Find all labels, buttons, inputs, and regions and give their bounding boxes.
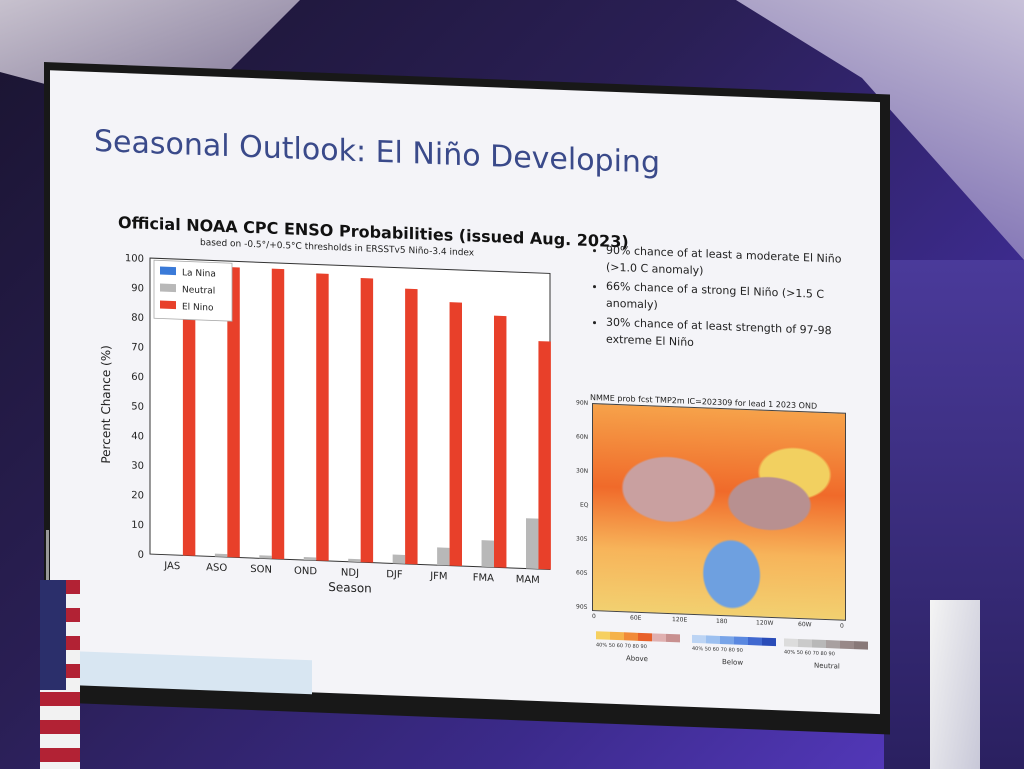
agency-flag: [930, 600, 980, 769]
map-lon-label: 60W: [798, 620, 812, 629]
map-lat-label: EQ: [580, 501, 589, 509]
presentation-slide: Seasonal Outlook: El Niño Developing Off…: [50, 70, 880, 715]
map-legend-swatch: [610, 631, 624, 641]
map-lat-label: 90S: [576, 603, 588, 611]
map-lat-label: 60S: [576, 569, 588, 577]
map-legend-swatch: [638, 632, 652, 642]
map-legend-colorbar: [596, 631, 680, 643]
y-tick-label: 30: [131, 461, 144, 472]
bar-neutral: [437, 547, 450, 566]
map-legend-ticks: 40% 50 60 70 80 90: [596, 642, 647, 651]
map-legend-swatch: [784, 638, 798, 647]
x-tick-label: NDJ: [341, 567, 359, 579]
map-lat-label: 60N: [576, 433, 589, 441]
y-tick-label: 20: [131, 490, 144, 501]
map-legend-ticks: 40% 50 60 70 80 90: [784, 649, 835, 658]
bar-neutral: [348, 558, 361, 563]
map-legend-swatch: [854, 641, 868, 650]
map-lat-label: 30N: [576, 467, 589, 475]
map-legend-swatch: [840, 640, 854, 650]
y-tick-label: 80: [131, 313, 144, 324]
x-tick-label: JAS: [163, 561, 180, 573]
map-legend-swatch: [748, 637, 762, 646]
bar-neutral: [259, 555, 272, 559]
map-legend-swatch: [762, 637, 776, 647]
map-legend-swatch: [666, 633, 680, 643]
map-lon-label: 0: [592, 613, 596, 621]
map-legend-ticks: 40% 50 60 70 80 90: [692, 645, 743, 654]
bar-neutral: [526, 518, 539, 569]
map-legend-colorbar: [784, 638, 868, 650]
bar-el-nino: [360, 278, 374, 563]
legend-swatch: [160, 266, 176, 276]
y-tick-label: 100: [125, 253, 144, 265]
map-legend-swatch: [734, 636, 748, 646]
map-legend-swatch: [624, 632, 638, 641]
map-legend-swatch: [812, 639, 826, 649]
bar-neutral: [214, 553, 228, 558]
map-legend-caption: Neutral: [814, 661, 840, 671]
map-legend-caption: Above: [626, 654, 648, 664]
x-tick-label: ASO: [206, 562, 227, 574]
map-lon-label: 0: [840, 622, 844, 630]
bar-el-nino: [271, 268, 285, 560]
y-tick-label: 50: [131, 401, 144, 412]
legend-label: El Nino: [182, 302, 214, 313]
map-legend-swatch: [720, 635, 734, 645]
map-lon-label: 120W: [756, 619, 774, 628]
map-legend-swatch: [692, 634, 706, 644]
bar-neutral: [481, 540, 494, 568]
us-flag: [40, 580, 80, 769]
bar-el-nino: [405, 288, 418, 565]
map-lon-label: 180: [716, 617, 728, 626]
y-tick-label: 60: [131, 372, 144, 383]
x-tick-label: FMA: [473, 572, 494, 584]
y-axis-label: Percent Chance (%): [99, 345, 113, 464]
map-lon-label: 60E: [630, 614, 642, 622]
bar-neutral: [392, 554, 406, 564]
map-legend-swatch: [798, 638, 812, 648]
map-legend-swatch: [596, 631, 610, 640]
bar-el-nino: [182, 262, 196, 556]
bar-el-nino: [494, 315, 507, 568]
enso-probability-chart: 0 10 20 30 40 50 60 70 80 90 100 JAS ASO SON OND NDJ DJF…: [99, 253, 551, 596]
map-legend-swatch: [826, 640, 840, 649]
map-lat-label: 90N: [576, 399, 589, 407]
map-lat-label: 30S: [576, 535, 588, 543]
x-tick-label: OND: [294, 566, 317, 578]
map-lon-label: 120E: [672, 616, 688, 624]
y-tick-label: 70: [131, 342, 144, 353]
y-tick-label: 0: [138, 550, 144, 561]
slide-footer-bar: [72, 651, 312, 695]
map-legend-swatch: [706, 635, 720, 644]
bar-el-nino: [538, 341, 551, 570]
bullet-item: 30% chance of at least strength of 97-98…: [606, 314, 846, 357]
projection-screen: Seasonal Outlook: El Niño Developing Off…: [44, 62, 890, 735]
legend-label: Neutral: [182, 285, 215, 296]
x-axis-label: Season: [328, 580, 372, 596]
flagpole: [46, 530, 49, 590]
map-legend-caption: Below: [722, 658, 744, 667]
y-tick-label: 40: [131, 431, 144, 442]
x-tick-label: MAM: [516, 574, 540, 586]
bar-neutral: [303, 557, 317, 561]
x-tick-label: DJF: [386, 569, 403, 581]
legend-swatch: [160, 300, 176, 310]
legend-swatch: [160, 283, 176, 293]
y-tick-label: 10: [131, 520, 144, 531]
map-legend-colorbar: [692, 634, 776, 647]
slide-title: Seasonal Outlook: El Niño Developing: [94, 123, 660, 181]
x-tick-label: JFM: [429, 571, 447, 583]
x-tick-label: SON: [250, 564, 272, 576]
temperature-probability-map: [592, 403, 846, 621]
y-tick-label: 90: [131, 283, 144, 294]
bar-el-nino: [449, 302, 462, 567]
bar-el-nino: [316, 273, 329, 561]
legend-label: La Nina: [182, 268, 216, 279]
map-legend-swatch: [652, 633, 666, 642]
bullet-list: 90% chance of at least a moderate El Niñ…: [590, 241, 846, 359]
bar-el-nino: [227, 266, 240, 558]
